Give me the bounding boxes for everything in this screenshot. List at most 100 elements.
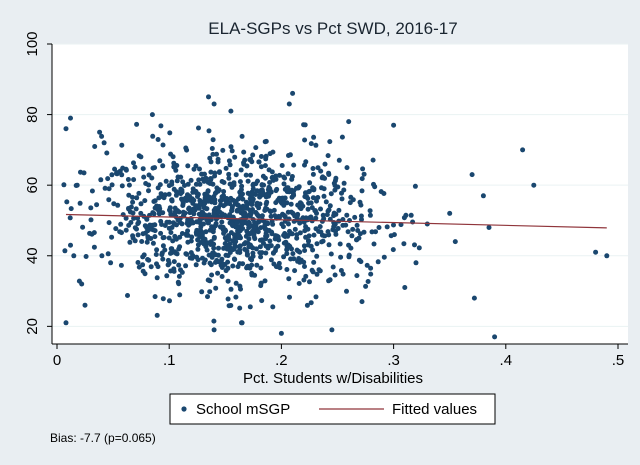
scatter-point [220, 261, 226, 267]
scatter-point [262, 175, 268, 181]
scatter-point [174, 178, 180, 184]
scatter-point [211, 318, 217, 324]
scatter-point [63, 320, 69, 326]
scatter-point [240, 226, 246, 231]
scatter-point [296, 281, 302, 286]
scatter-point [153, 252, 159, 257]
scatter-point [114, 171, 120, 177]
scatter-point [250, 197, 256, 203]
scatter-point [241, 212, 246, 218]
scatter-point [180, 200, 186, 206]
scatter-point [318, 229, 324, 235]
scatter-point [99, 133, 105, 139]
scatter-point [520, 147, 526, 153]
scatter-point [212, 200, 218, 206]
scatter-point [301, 259, 307, 265]
scatter-point [211, 234, 217, 240]
scatter-point [229, 208, 235, 214]
scatter-point [172, 233, 178, 239]
scatter-point [219, 211, 225, 217]
scatter-point [207, 278, 213, 284]
scatter-point [322, 161, 328, 167]
scatter-point [322, 233, 328, 239]
scatter-point [292, 268, 298, 274]
scatter-point [134, 226, 139, 232]
scatter-point [248, 256, 253, 262]
scatter-point [359, 217, 364, 222]
scatter-point [469, 172, 475, 178]
scatter-point [281, 174, 287, 180]
scatter-point [97, 129, 103, 135]
scatter-point [281, 254, 287, 260]
scatter-point [206, 212, 212, 218]
scatter-point [215, 270, 221, 276]
scatter-point [68, 206, 74, 212]
scatter-point [319, 239, 325, 245]
scatter-point [349, 233, 355, 239]
scatter-point [241, 205, 247, 211]
scatter-point [268, 213, 274, 219]
scatter-point [335, 226, 341, 231]
y-tick-label-100: 100 [24, 31, 41, 56]
scatter-point [221, 203, 227, 209]
scatter-point [270, 149, 276, 155]
scatter-point [471, 295, 477, 301]
scatter-point [365, 279, 371, 284]
scatter-point [197, 227, 203, 233]
scatter-point [209, 146, 215, 151]
scatter-point [338, 254, 344, 260]
scatter-point [315, 195, 321, 200]
scatter-point [169, 181, 175, 187]
scatter-point [286, 101, 292, 107]
scatter-point [323, 199, 329, 205]
scatter-point [177, 234, 183, 240]
scatter-point [286, 276, 292, 282]
scatter-point [253, 246, 259, 252]
scatter-point [346, 119, 352, 125]
scatter-point [256, 159, 262, 165]
scatter-point [318, 168, 324, 174]
scatter-point [134, 195, 140, 201]
scatter-point [204, 217, 210, 223]
scatter-point [336, 207, 342, 213]
scatter-point [196, 125, 201, 131]
scatter-point [168, 246, 174, 252]
scatter-point [190, 206, 196, 212]
scatter-point [225, 278, 231, 284]
scatter-point [356, 235, 362, 241]
scatter-point [155, 264, 161, 270]
scatter-point [130, 199, 136, 205]
scatter-point [158, 191, 164, 197]
scatter-point [105, 176, 111, 182]
scatter-point [126, 182, 132, 188]
scatter-point [228, 144, 234, 150]
scatter-point [308, 243, 314, 249]
scatter-point [178, 191, 184, 197]
scatter-point [219, 219, 225, 225]
scatter-point [154, 275, 160, 281]
scatter-point [289, 231, 295, 237]
scatter-point [226, 303, 232, 309]
scatter-point [273, 264, 279, 270]
scatter-point [308, 300, 314, 306]
scatter-point [150, 133, 156, 139]
scatter-point [314, 253, 320, 259]
scatter-point [123, 215, 129, 221]
scatter-point [257, 250, 263, 256]
scatter-point [269, 229, 275, 235]
scatter-point [225, 265, 231, 271]
scatter-point [604, 253, 610, 259]
scatter-point [185, 228, 191, 234]
scatter-point [164, 273, 170, 279]
scatter-point [290, 90, 296, 96]
scatter-point [208, 262, 214, 268]
scatter-point [412, 242, 417, 248]
scatter-point [220, 224, 226, 230]
scatter-point [195, 246, 201, 252]
scatter-point [313, 226, 319, 232]
scatter-point [331, 224, 337, 230]
scatter-point [88, 205, 94, 211]
scatter-point [109, 182, 115, 188]
scatter-point [255, 178, 260, 184]
